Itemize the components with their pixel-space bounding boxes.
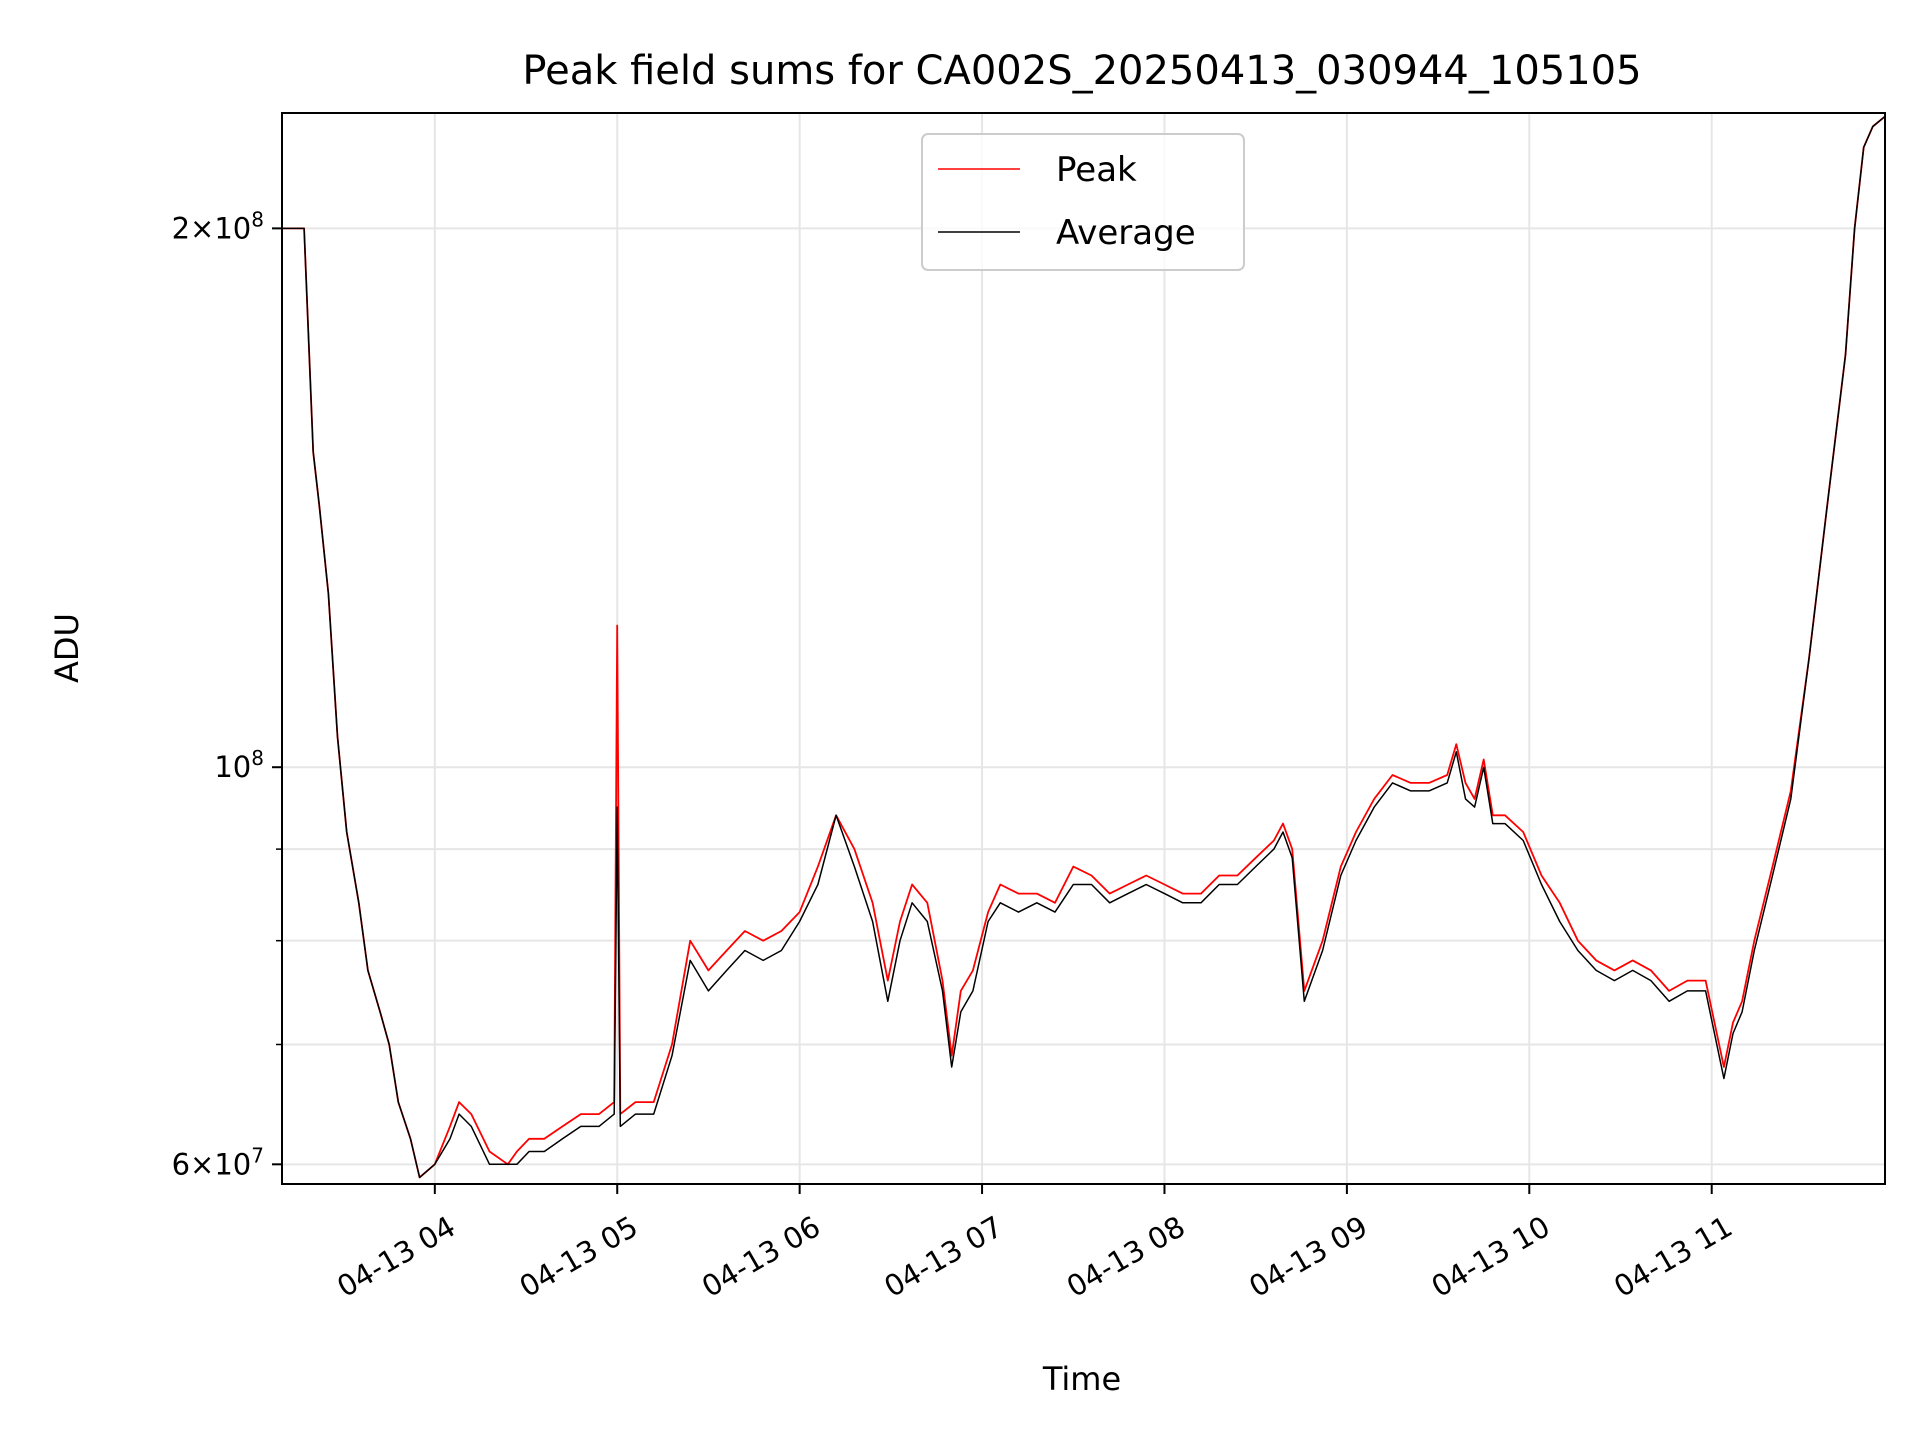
legend-box bbox=[921, 133, 1245, 271]
plot-frame bbox=[281, 112, 1886, 1185]
chart-title: Peak field sums for CA002S_20250413_0309… bbox=[522, 48, 1641, 94]
series-line-peak bbox=[282, 115, 1886, 1179]
legend-label-average: Average bbox=[1056, 213, 1196, 253]
x-axis-label: Time bbox=[1042, 1360, 1121, 1398]
legend-label-peak: Peak bbox=[1056, 150, 1137, 190]
legend: Peak Average bbox=[921, 133, 1245, 271]
y-tick-label: 6×107 bbox=[172, 1143, 264, 1181]
y-tick-label: 2×108 bbox=[172, 207, 264, 245]
y-axis-label: ADU bbox=[48, 613, 86, 683]
series-line-average bbox=[282, 115, 1886, 1179]
series-layer bbox=[282, 115, 1886, 1179]
